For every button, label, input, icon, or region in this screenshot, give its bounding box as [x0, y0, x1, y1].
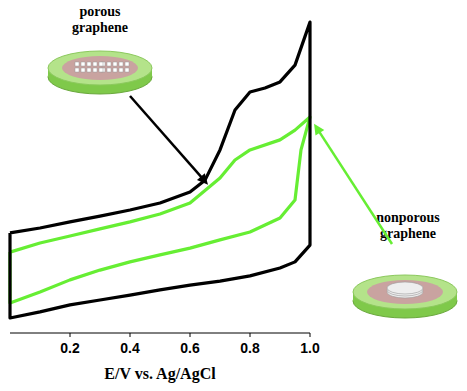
cv-curve: [10, 22, 310, 318]
x-tick-label: 0.2: [60, 340, 80, 356]
x-axis-line: [10, 333, 310, 334]
x-tick-label: 1.0: [300, 340, 320, 356]
sheet: [387, 282, 423, 294]
pore: [125, 68, 129, 72]
pore: [119, 68, 123, 72]
pore: [93, 62, 97, 66]
plot-area: [10, 22, 310, 318]
cv-curve: [10, 117, 310, 303]
electrode-illustration: [48, 51, 152, 94]
curve-label-line: graphene: [72, 20, 128, 35]
x-tick-label: 0.8: [240, 340, 260, 356]
pore: [81, 62, 85, 66]
pore: [81, 68, 85, 72]
arrow: [130, 96, 203, 179]
x-tick-label: 0.6: [180, 340, 200, 356]
arrow-head: [314, 124, 324, 136]
x-tick: [70, 333, 71, 337]
pore: [75, 62, 79, 66]
pore: [113, 62, 117, 66]
x-axis-title: E/V vs. Ag/AgCl: [104, 365, 216, 383]
curve-label: porousgraphene: [72, 4, 128, 35]
electrode-illustration: [353, 275, 457, 318]
disc-top: [353, 275, 457, 309]
x-tick: [250, 333, 251, 337]
x-tick-label: 0.4: [120, 340, 140, 356]
disc-top: [48, 51, 152, 85]
curve-label-line: porous: [80, 4, 122, 19]
pore: [93, 68, 97, 72]
x-tick: [310, 333, 311, 337]
disc-center: [62, 56, 138, 80]
pore: [99, 62, 103, 66]
pore: [107, 68, 111, 72]
pore: [75, 68, 79, 72]
chart: 0.2 0.4 0.6 0.8 1.0 E/V vs. Ag/AgCl porousgrap…: [0, 0, 467, 391]
pore: [113, 68, 117, 72]
x-tick: [130, 333, 131, 337]
disc-center: [367, 280, 443, 304]
x-tick: [190, 333, 191, 337]
arrow: [318, 130, 392, 244]
pore: [107, 62, 111, 66]
pore: [119, 62, 123, 66]
pore: [125, 62, 129, 66]
arrow-head: [197, 173, 208, 185]
pore: [87, 62, 91, 66]
curve-label-line: nonporous: [376, 210, 440, 225]
pore: [87, 68, 91, 72]
pore: [99, 68, 103, 72]
